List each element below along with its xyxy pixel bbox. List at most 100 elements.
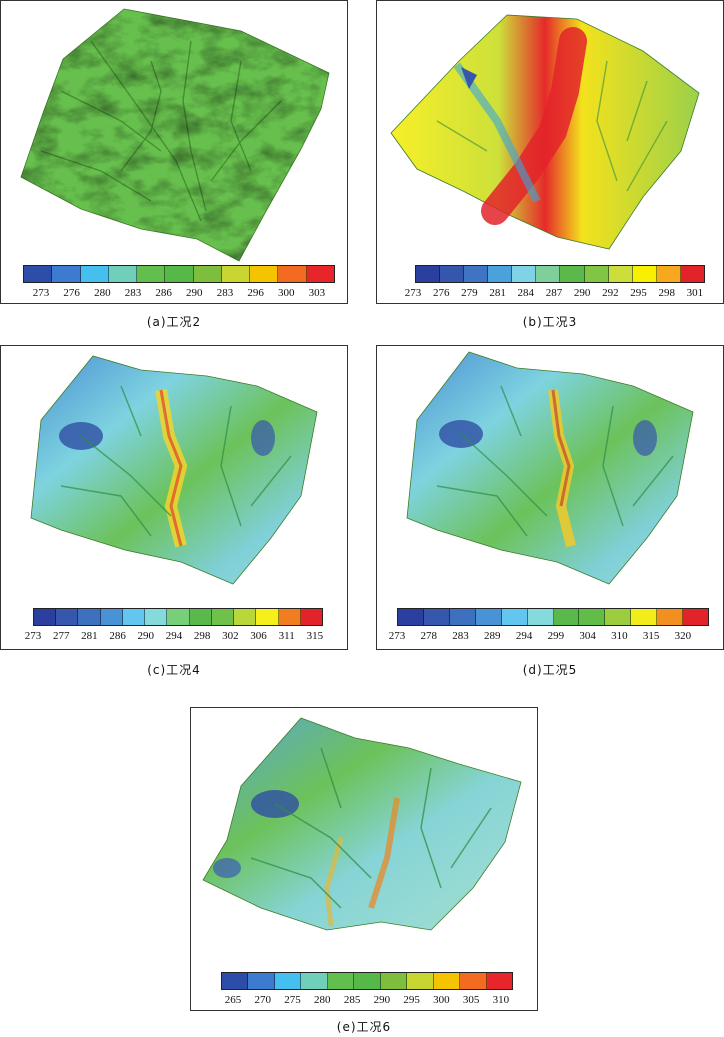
- tick-label: 315: [642, 630, 660, 642]
- colorbar-segment: [527, 609, 554, 625]
- colorbar-ticks-a: 273 276 280 283 286 290 283 296 300 303: [29, 287, 329, 299]
- terrain-map-c: [30, 355, 318, 585]
- colorbar-ticks-c: 273 277 281 286 290 294 298 302 306 311 …: [21, 630, 327, 642]
- colorbar-ticks-e: 265 270 275 280 285 290 295 300 305 310: [221, 994, 513, 1006]
- caption-e: (e)工况6: [336, 1020, 392, 1034]
- colorbar-segment: [221, 266, 251, 282]
- tick-label: 290: [373, 994, 391, 1006]
- tick-label: 294: [165, 630, 183, 642]
- colorbar-segment: [440, 266, 465, 282]
- tick-label: 301: [686, 287, 704, 299]
- colorbar-segment: [608, 266, 633, 282]
- colorbar-segment: [222, 973, 249, 989]
- tick-label: 310: [492, 994, 510, 1006]
- tick-label: 305: [462, 994, 480, 1006]
- colorbar-segment: [137, 266, 166, 282]
- colorbar-a: [23, 265, 335, 283]
- colorbar-segment: [56, 609, 79, 625]
- caption-d: (d)工况5: [522, 663, 578, 677]
- panel-c: 273 277 281 286 290 294 298 302 306 311 …: [0, 345, 348, 650]
- colorbar-segment: [683, 609, 709, 625]
- colorbar-segment: [278, 609, 301, 625]
- colorbar-segment: [274, 973, 302, 989]
- colorbar-segment: [433, 973, 461, 989]
- tick-label: 296: [247, 287, 264, 299]
- tick-label: 278: [420, 630, 438, 642]
- colorbar-b: [415, 265, 705, 283]
- colorbar-segment: [584, 266, 609, 282]
- colorbar-segment: [656, 266, 681, 282]
- colorbar-segment: [80, 266, 109, 282]
- tick-label: 290: [186, 287, 203, 299]
- colorbar-segment: [605, 609, 632, 625]
- tick-label: 276: [432, 287, 450, 299]
- terrain-map-b: [390, 14, 700, 250]
- colorbar-segment: [398, 609, 424, 625]
- colorbar-segment: [250, 266, 279, 282]
- colorbar-segment: [380, 973, 408, 989]
- panel-b: 273 276 279 281 284 287 290 292 295 298 …: [376, 0, 724, 304]
- tick-label: 270: [254, 994, 272, 1006]
- colorbar-segment: [407, 973, 434, 989]
- tick-label: 311: [278, 630, 295, 642]
- colorbar-segment: [423, 609, 450, 625]
- colorbar-segment: [460, 973, 487, 989]
- colorbar-ticks-b: 273 276 279 281 284 287 290 292 295 298 …: [401, 287, 707, 299]
- tick-label: 299: [547, 630, 565, 642]
- colorbar-segment: [167, 609, 190, 625]
- panel-e: 265 270 275 280 285 290 295 300 305 310: [190, 707, 538, 1011]
- tick-label: 279: [461, 287, 478, 299]
- tick-label: 284: [517, 287, 535, 299]
- tick-label: 304: [579, 630, 596, 642]
- colorbar-d: [397, 608, 709, 626]
- colorbar-segment: [300, 609, 323, 625]
- tick-label: 298: [193, 630, 211, 642]
- tick-label: 281: [489, 287, 506, 299]
- caption-a: (a)工况2: [146, 315, 202, 329]
- colorbar-segment: [536, 266, 561, 282]
- tick-label: 281: [81, 630, 98, 642]
- colorbar-segment: [301, 973, 328, 989]
- colorbar-segment: [657, 609, 684, 625]
- tick-label: 280: [314, 994, 331, 1006]
- colorbar-segment: [579, 609, 606, 625]
- colorbar-segment: [248, 973, 275, 989]
- panel-d: 273 278 283 289 294 299 304 310 315 320: [376, 345, 724, 650]
- caption-c: (c)工况4: [147, 663, 201, 677]
- tick-label: 287: [545, 287, 563, 299]
- colorbar-segment: [475, 609, 502, 625]
- colorbar-segment: [189, 609, 212, 625]
- panel-a: 273 276 280 283 286 290 283 296 300 303: [0, 0, 348, 304]
- tick-label: 295: [403, 994, 420, 1006]
- tick-label: 320: [674, 630, 692, 642]
- tick-label: 290: [137, 630, 155, 642]
- colorbar-segment: [632, 266, 657, 282]
- tick-label: 300: [433, 994, 450, 1006]
- tick-label: 285: [343, 994, 361, 1006]
- tick-label: 273: [32, 287, 50, 299]
- colorbar-segment: [512, 266, 537, 282]
- colorbar-segment: [354, 973, 381, 989]
- terrain-map-a: [20, 8, 330, 262]
- colorbar-segment: [108, 266, 138, 282]
- colorbar-segment: [488, 266, 513, 282]
- tick-label: 303: [308, 287, 326, 299]
- tick-label: 265: [224, 994, 242, 1006]
- tick-label: 273: [388, 630, 406, 642]
- tick-label: 286: [109, 630, 126, 642]
- colorbar-segment: [78, 609, 101, 625]
- tick-label: 277: [52, 630, 70, 642]
- colorbar-segment: [486, 973, 512, 989]
- terrain-surface: [406, 351, 694, 585]
- colorbar-segment: [34, 609, 57, 625]
- colorbar-c: [33, 608, 323, 626]
- tick-label: 292: [602, 287, 619, 299]
- colorbar-segment: [560, 266, 585, 282]
- tick-label: 275: [284, 994, 301, 1006]
- tick-label: 290: [573, 287, 591, 299]
- colorbar-segment: [449, 609, 476, 625]
- tick-label: 286: [155, 287, 172, 299]
- tick-label: 310: [611, 630, 628, 642]
- tick-label: 306: [250, 630, 267, 642]
- colorbar-segment: [234, 609, 257, 625]
